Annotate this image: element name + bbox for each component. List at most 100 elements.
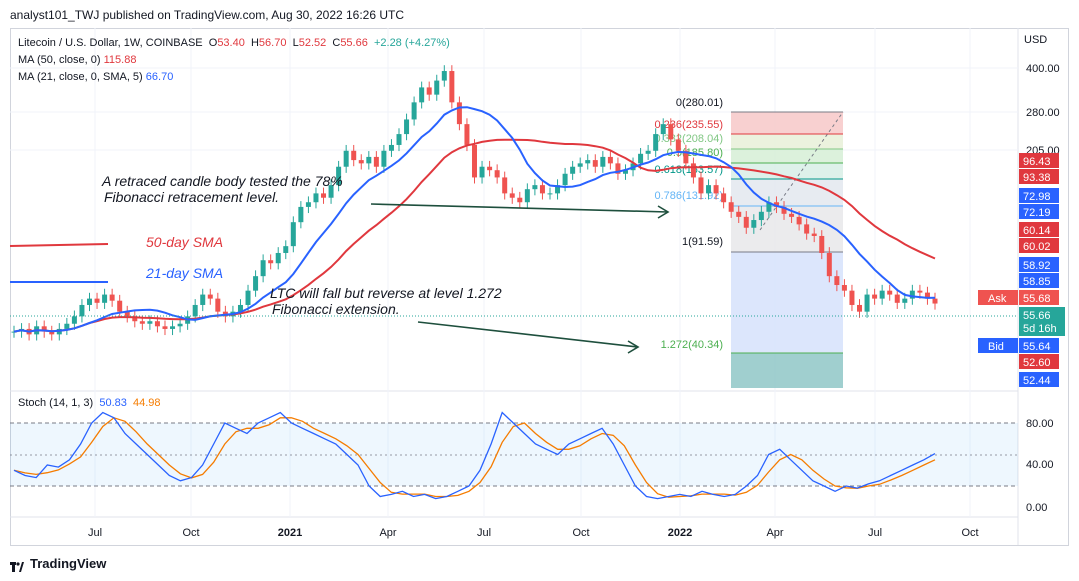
candle-body [419, 87, 425, 103]
sma50-legend-line [9, 243, 109, 247]
stoch-tick-label: 80.00 [1026, 418, 1054, 430]
candle-body [373, 156, 379, 167]
fib-level-label: 0.382(208.04) [655, 133, 724, 145]
candle-body [743, 216, 749, 228]
candle-body [366, 156, 372, 164]
price-badge-label: 58.92 [1023, 260, 1051, 272]
candle-body [411, 102, 417, 120]
price-badge-label: 60.14 [1023, 225, 1051, 237]
low-value: 52.52 [298, 37, 327, 49]
candle-body [872, 294, 878, 299]
candle-body [268, 260, 274, 264]
candle-body [328, 185, 334, 198]
fib-zone [731, 163, 843, 179]
ask-badge [1019, 290, 1059, 305]
price-badge [1019, 372, 1059, 387]
candle-body [517, 197, 523, 203]
ma21-line [13, 106, 936, 333]
price-badge-label: 52.60 [1023, 357, 1051, 369]
candle-body [577, 163, 583, 167]
candle-body [524, 189, 530, 203]
fib-zone [731, 179, 843, 206]
open-value: 53.40 [217, 37, 245, 49]
stoch-k-value: 50.83 [99, 397, 127, 409]
candle-body [336, 166, 342, 186]
candle-body [570, 166, 576, 174]
candle-body [132, 316, 138, 322]
candle-body [698, 177, 704, 194]
high-value: 56.70 [258, 37, 287, 49]
candle-body [585, 160, 591, 164]
arrow-1 [370, 203, 670, 219]
candle-body [675, 139, 681, 151]
price-badge [1019, 354, 1059, 369]
time-tick-label: Oct [572, 527, 589, 539]
footer-brand-text: TradingView [30, 556, 107, 571]
close-value: 55.66 [340, 37, 368, 49]
candle-body [494, 170, 500, 178]
fib-level-label: 1(91.59) [682, 236, 723, 248]
price-badge-label: 96.43 [1023, 156, 1051, 168]
candle-body [887, 290, 893, 295]
candle-body [124, 311, 130, 317]
candle-body [706, 185, 712, 194]
price-badge-label: 52.44 [1023, 375, 1051, 387]
candle-body [487, 166, 493, 171]
fib-zone [731, 149, 843, 163]
candle-body [713, 185, 719, 194]
candle-body [170, 326, 176, 329]
price-badge-label: 60.02 [1023, 241, 1051, 253]
ma50-line [13, 138, 936, 333]
candle-body [192, 304, 198, 317]
candle-body [600, 156, 606, 167]
candle-body [64, 323, 70, 329]
bid-label: Bid [988, 341, 1004, 353]
tradingview-logo-icon [10, 560, 24, 572]
publisher-header: analyst101_TWJ published on TradingView.… [10, 8, 405, 22]
candle-body [237, 304, 243, 312]
candle-body [102, 294, 108, 303]
ma21-value: 66.70 [145, 71, 174, 83]
annotation-text1-line1: A retraced candle body tested the 78% [101, 173, 343, 189]
low-label: L [292, 37, 299, 49]
candle-body [207, 294, 213, 299]
candle-body [509, 193, 515, 198]
time-tick-label: Jul [868, 527, 882, 539]
candle-body [260, 260, 266, 277]
candle-body [547, 193, 553, 195]
candle-body [932, 298, 938, 304]
time-tick-label: Oct [961, 527, 978, 539]
fib-zone [731, 134, 843, 149]
price-badge [1019, 188, 1059, 203]
candle-body [796, 216, 802, 225]
candle-body [607, 156, 613, 164]
price-badge-label: 93.38 [1023, 172, 1051, 184]
candle-body [381, 150, 387, 167]
candle-body [811, 233, 817, 236]
footer-brand[interactable]: TradingView [10, 556, 107, 572]
fib-zone [731, 252, 843, 353]
close-label: C [332, 37, 341, 49]
candle-body [592, 160, 598, 167]
candle-body [819, 235, 825, 253]
fib-zone [731, 112, 843, 134]
candle-body [464, 124, 470, 145]
time-tick-label: 2021 [278, 527, 302, 539]
candle-body [321, 193, 327, 198]
fibonacci-tool[interactable]: 0(280.01)0.236(235.55)0.382(208.04)0.5(1… [655, 97, 844, 388]
time-tick-label: Oct [182, 527, 199, 539]
time-tick-label: Jul [88, 527, 102, 539]
candle-body [638, 153, 644, 164]
fib-trend-line [759, 111, 844, 231]
candle-body [456, 102, 462, 125]
price-badge [1019, 153, 1059, 168]
candle-body [857, 304, 863, 312]
currency-label: USD [1024, 34, 1048, 46]
candles [11, 65, 938, 341]
candle-body [622, 170, 628, 174]
candle-body [139, 321, 145, 324]
price-badges: 96.43 93.38 72.98 72.19 60.14 60.02 58.92 58.85… [978, 153, 1065, 387]
time-axis: Jul Oct 2021 Apr Jul Oct 2022 Apr Jul Oct [88, 527, 979, 539]
